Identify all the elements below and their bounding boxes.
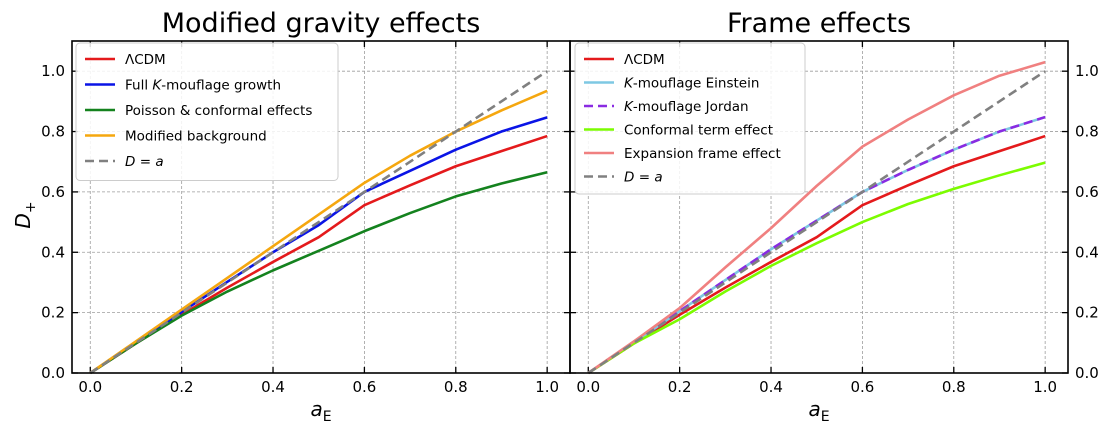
y-tick-label: 0.0 bbox=[1075, 364, 1099, 382]
legend-label: D = a bbox=[624, 170, 663, 186]
legend-label: Conformal term effect bbox=[624, 123, 773, 139]
y-tick-label: 0.4 bbox=[1075, 243, 1099, 261]
chart-title: Frame effects bbox=[727, 8, 911, 39]
x-tick-label: 0.8 bbox=[444, 378, 468, 396]
y-tick-label: 0.8 bbox=[1075, 123, 1099, 141]
x-tick-label: 1.0 bbox=[535, 378, 559, 396]
legend-box bbox=[75, 42, 339, 181]
series-line-4 bbox=[89, 70, 548, 375]
x-tick-label: 0.0 bbox=[78, 378, 102, 396]
legend-label: Poisson & conformal effects bbox=[125, 103, 312, 119]
x-tick-label: 1.0 bbox=[1033, 378, 1057, 396]
y-tick-label: 0.6 bbox=[1075, 183, 1099, 201]
legend-label: D = a bbox=[125, 154, 164, 170]
legend-label: Expansion frame effect bbox=[624, 146, 781, 162]
y-tick-label: 0.0 bbox=[41, 364, 65, 382]
x-tick-label: 0.4 bbox=[759, 378, 783, 396]
chart-title: Modified gravity effects bbox=[162, 8, 481, 39]
legend-label: Modified background bbox=[125, 129, 267, 145]
series-line-3 bbox=[587, 161, 1046, 375]
y-tick-label: 0.4 bbox=[41, 243, 65, 261]
y-tick-label: 0.6 bbox=[41, 183, 65, 201]
series-line-2 bbox=[89, 171, 548, 375]
y-tick-label: 1.0 bbox=[41, 62, 65, 80]
legend-box bbox=[574, 42, 806, 195]
y-tick-label: 0.2 bbox=[41, 304, 65, 322]
series-line-0 bbox=[587, 134, 1046, 375]
series-line-5 bbox=[587, 70, 1046, 375]
chart-panel-left: Modified gravity effects 0.0 0.0 0.2 0.2 0.4 0… bbox=[41, 8, 571, 425]
x-axis-label: aE bbox=[310, 397, 331, 425]
x-tick-label: 0.2 bbox=[668, 378, 692, 396]
ylabel-left: D+ bbox=[11, 201, 39, 228]
legend-label: K-mouflage Jordan bbox=[624, 99, 749, 115]
y-tick-label: 1.0 bbox=[1075, 62, 1099, 80]
series-line-4 bbox=[587, 60, 1046, 375]
legend-label: Full K-mouflage growth bbox=[125, 78, 281, 94]
axes-frame bbox=[569, 40, 1069, 374]
x-axis-label: aE bbox=[808, 397, 829, 425]
x-tick-label: 0.4 bbox=[261, 378, 285, 396]
legend-label: ΛCDM bbox=[125, 52, 166, 68]
series-line-3 bbox=[89, 89, 548, 375]
legend-label: ΛCDM bbox=[624, 52, 665, 68]
x-tick-label: 0.0 bbox=[576, 378, 600, 396]
chart-panel-right: Frame effects 0.0 0.0 0.2 0.2 0.4 0.4 0.6 0.6 0.8… bbox=[569, 8, 1099, 425]
x-tick-label: 0.8 bbox=[942, 378, 966, 396]
x-tick-label: 0.2 bbox=[170, 378, 194, 396]
y-tick-label: 0.8 bbox=[41, 123, 65, 141]
x-tick-label: 0.6 bbox=[352, 378, 376, 396]
x-tick-label: 0.6 bbox=[850, 378, 874, 396]
legend-label: K-mouflage Einstein bbox=[624, 76, 759, 92]
y-tick-label: 0.2 bbox=[1075, 304, 1099, 322]
